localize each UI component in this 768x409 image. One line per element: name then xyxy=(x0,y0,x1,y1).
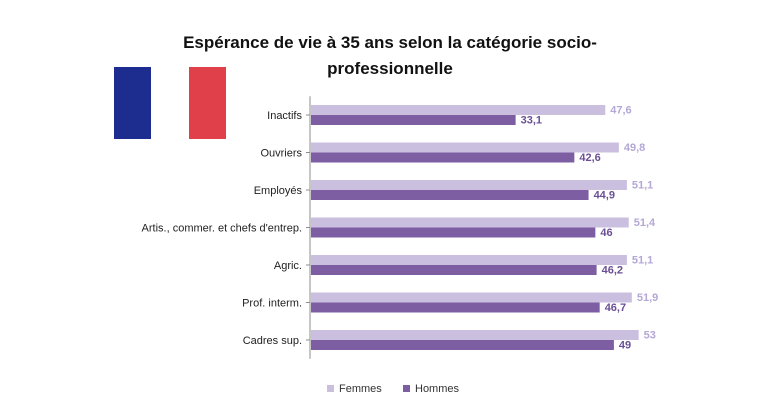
bar-femmes xyxy=(311,292,632,303)
data-label-hommes: 46,2 xyxy=(602,265,623,277)
legend-label-hommes: Hommes xyxy=(415,383,460,395)
data-label-femmes: 47,6 xyxy=(610,105,631,117)
bar-hommes xyxy=(311,265,597,275)
data-label-femmes: 51,4 xyxy=(634,217,656,229)
data-label-hommes: 46 xyxy=(600,227,612,239)
bar-hommes xyxy=(311,340,614,350)
data-label-hommes: 46,7 xyxy=(605,302,626,314)
bar-femmes xyxy=(311,255,627,265)
data-label-hommes: 33,1 xyxy=(521,115,542,127)
legend-swatch-hommes xyxy=(403,385,410,392)
data-label-femmes: 51,1 xyxy=(632,180,653,192)
data-label-femmes: 51,1 xyxy=(632,255,653,267)
bar-hommes xyxy=(311,227,596,238)
bar-femmes xyxy=(311,180,627,190)
category-label: Inactifs xyxy=(267,110,302,122)
data-label-femmes: 49,8 xyxy=(624,142,645,154)
category-label: Cadres sup. xyxy=(243,335,302,347)
category-label: Agric. xyxy=(274,260,302,272)
legend-label-femmes: Femmes xyxy=(339,383,382,395)
flag-red-stripe xyxy=(189,67,226,139)
category-label: Prof. interm. xyxy=(242,298,302,310)
bar-hommes xyxy=(311,152,575,163)
bar-femmes xyxy=(311,217,629,228)
chart-title: Espérance de vie à 35 ans selon la catég… xyxy=(150,30,630,82)
legend-swatch-femmes xyxy=(327,385,334,392)
french-flag-icon xyxy=(114,67,226,139)
data-label-hommes: 44,9 xyxy=(594,190,615,202)
flag-blue-stripe xyxy=(114,67,151,139)
bar-hommes xyxy=(311,115,516,125)
data-label-hommes: 49 xyxy=(619,340,631,352)
category-label: Artis., commer. et chefs d'entrep. xyxy=(142,223,302,235)
bar-femmes xyxy=(311,142,619,153)
data-label-femmes: 51,9 xyxy=(637,292,658,304)
chart-title-line-2: professionnelle xyxy=(327,59,453,78)
chart-title-line-1: Espérance de vie à 35 ans selon la catég… xyxy=(183,33,597,52)
category-label: Employés xyxy=(254,185,303,197)
bar-femmes xyxy=(311,330,639,340)
bar-femmes xyxy=(311,105,606,115)
bar-hommes xyxy=(311,302,600,313)
flag-white-stripe xyxy=(151,67,189,139)
bar-hommes xyxy=(311,190,589,200)
data-label-hommes: 42,6 xyxy=(579,152,600,164)
category-label: Ouvriers xyxy=(260,148,302,160)
data-label-femmes: 53 xyxy=(644,330,656,342)
